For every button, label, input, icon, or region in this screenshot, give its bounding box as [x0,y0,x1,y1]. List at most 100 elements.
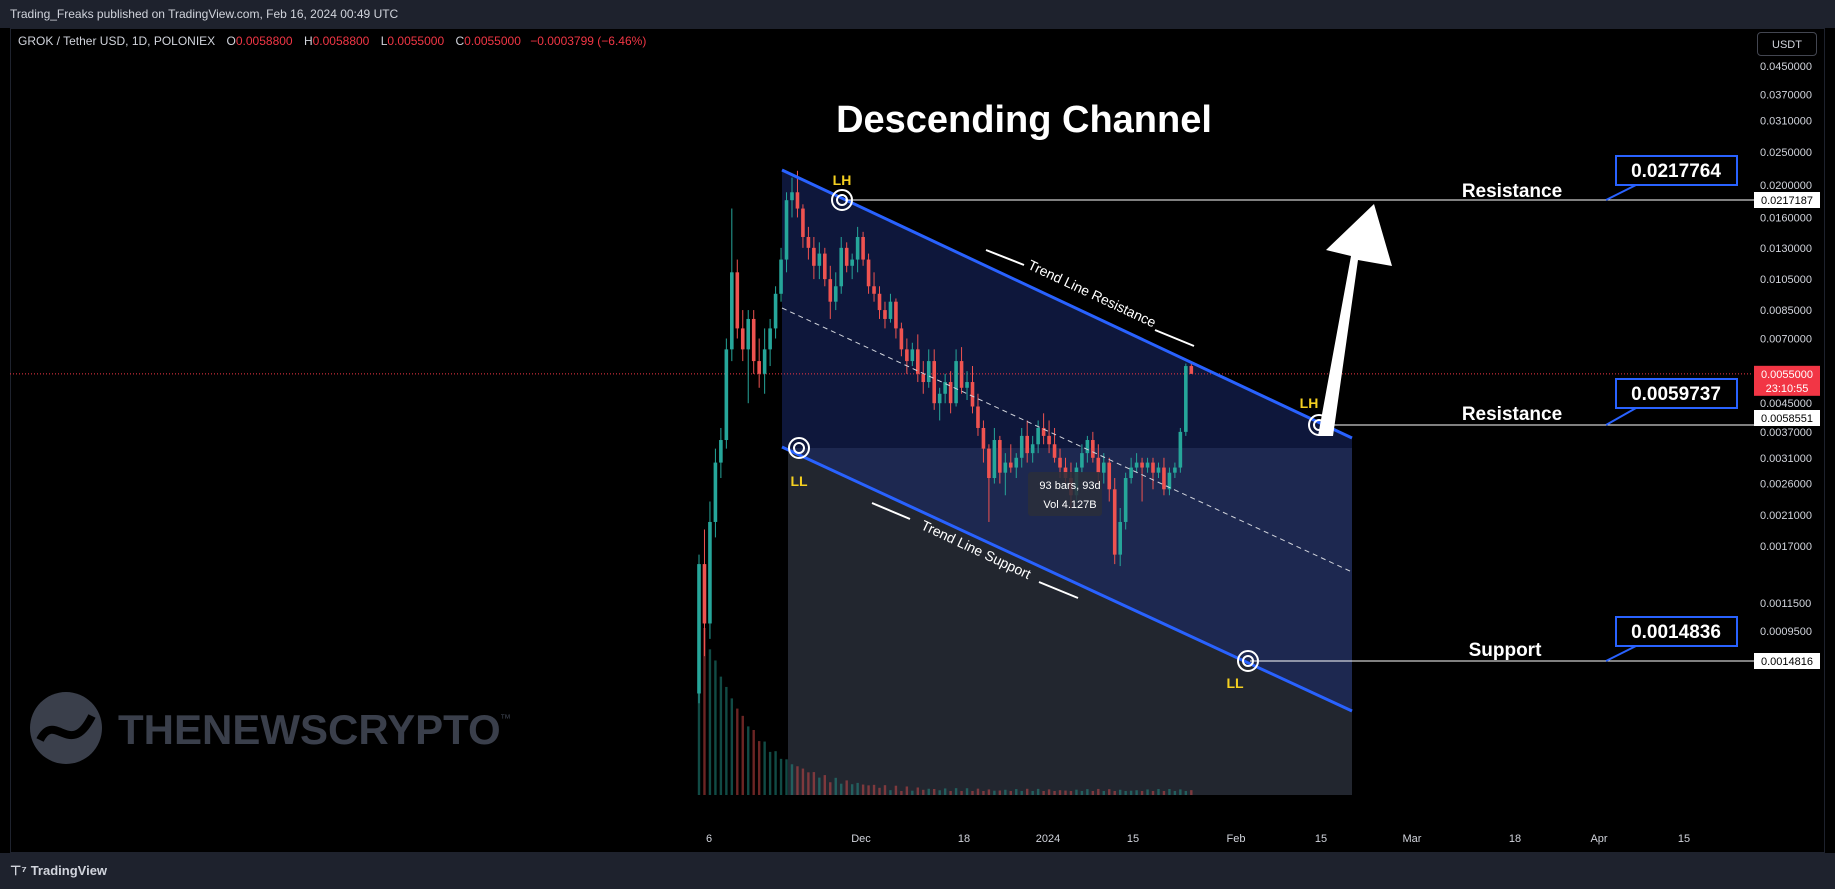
price-tick-label: 0.0031000 [1760,453,1812,465]
candle [855,236,860,260]
volume-bar [1190,790,1193,795]
volume-bar [807,772,810,795]
volume-bar [829,782,832,795]
volume-bar [752,729,755,795]
resistance-level-2-callout [1615,378,1738,409]
volume-bar [1168,789,1171,795]
volume-bar [1135,790,1138,795]
candle [828,279,833,302]
candle [1140,462,1144,468]
candle [943,382,947,394]
candle [768,328,772,350]
candle [926,361,931,383]
symbol-name[interactable]: GROK / Tether USD, 1D, POLONIEX [18,34,216,48]
candle [784,200,789,260]
volume-bar [889,790,892,795]
tradingview-logo[interactable]: ⊤⁷ TradingView [10,863,107,879]
pivot-lh-2-label: LH [1300,395,1319,411]
measure-vol-text: Vol 4.127B [1043,499,1096,511]
candle [823,253,827,280]
volume-bar [714,660,717,795]
trend-resistance-dash [1154,329,1195,347]
volume-bar [1069,791,1073,795]
candle [959,361,964,388]
candle [812,247,816,266]
highlight-price-box [1754,410,1820,426]
candle [992,440,997,479]
price-tick-label: 0.0370000 [1760,90,1812,102]
volume-bar [1047,789,1051,795]
volume-bar [987,789,991,795]
candle [1156,467,1161,473]
price-tick-label: 0.0085000 [1760,305,1812,317]
volume-bar [1157,789,1160,795]
volume-bar [1080,791,1084,795]
candle [697,564,701,694]
candle [702,564,707,624]
time-tick-label: 15 [1678,833,1690,845]
highlight-price-label: 0.0217187 [1761,195,1813,207]
time-tick-label: 18 [1509,833,1521,845]
candle [1058,457,1062,468]
volume-bar [1026,788,1029,795]
time-tick-label: 18 [958,833,970,845]
volume-bar [1118,789,1122,795]
candle [724,349,729,441]
resistance-level-2-value: 0.0059737 [1631,384,1721,405]
time-tick-label: Apr [1590,833,1607,845]
volume-bar [960,791,963,795]
publisher-bar: Trading_Freaks published on TradingView.… [0,0,1835,28]
volume-bar [1146,789,1149,795]
volume-bar [708,649,712,795]
close-value: 0.0055000 [464,34,521,48]
breakout-arrow [1318,204,1392,436]
pivot-ll-2-ring-icon [1237,650,1259,672]
price-tick-label: 0.0250000 [1760,147,1812,159]
candle [921,373,926,383]
time-tick-label: 2024 [1036,833,1060,845]
candle [905,349,909,362]
currency-button[interactable]: USDT [1757,32,1817,56]
resistance-level-2-callout-pointer [1605,407,1637,426]
support-level-callout-pointer [1605,645,1637,662]
volume-bar [719,676,723,795]
pivot-ll-1-ring-icon [788,437,810,459]
price-tick-label: 0.0450000 [1760,61,1812,73]
price-tick-label: 0.0011500 [1760,598,1811,610]
volume-bar [725,686,728,795]
time-tick-label: 6 [706,833,712,845]
volume-bar [867,785,870,795]
volume-bar [1113,791,1116,795]
candle [1123,478,1128,522]
candle [998,440,1002,473]
pivot-ll-1-label: LL [790,473,808,489]
resistance-level-1-callout-pointer [1605,184,1637,201]
volume-bar [954,788,958,795]
tradingview-logo-icon: ⊤⁷ [10,863,27,878]
volume-bar [1097,788,1100,795]
candle [1134,462,1139,468]
resistance-level-1-label: Resistance [1462,181,1562,202]
volume-bar [949,791,952,795]
resistance-level-1-value: 0.0217764 [1631,161,1721,182]
candle [806,236,811,248]
candle [1151,462,1155,473]
measure-bars-text: 93 bars, 93d [1039,480,1100,492]
volume-bar [1179,789,1182,795]
volume-bar [1151,791,1155,795]
change-value: −0.0003799 (−6.46%) [530,34,647,48]
pivot-ll-1-inner-icon [793,442,805,454]
volume-bar [905,786,909,795]
candle [1036,427,1040,445]
volume-bar [741,715,744,795]
candle [1047,435,1051,445]
low-label: L [380,34,388,48]
close-label: C [455,34,465,48]
volume-bar [1129,790,1133,795]
footer-bar: ⊤⁷ TradingView [0,853,1835,889]
price-tick-label: 0.0037000 [1760,427,1812,439]
candle [1112,489,1117,555]
volume-bar [1058,790,1062,795]
volume-bar [801,768,805,795]
